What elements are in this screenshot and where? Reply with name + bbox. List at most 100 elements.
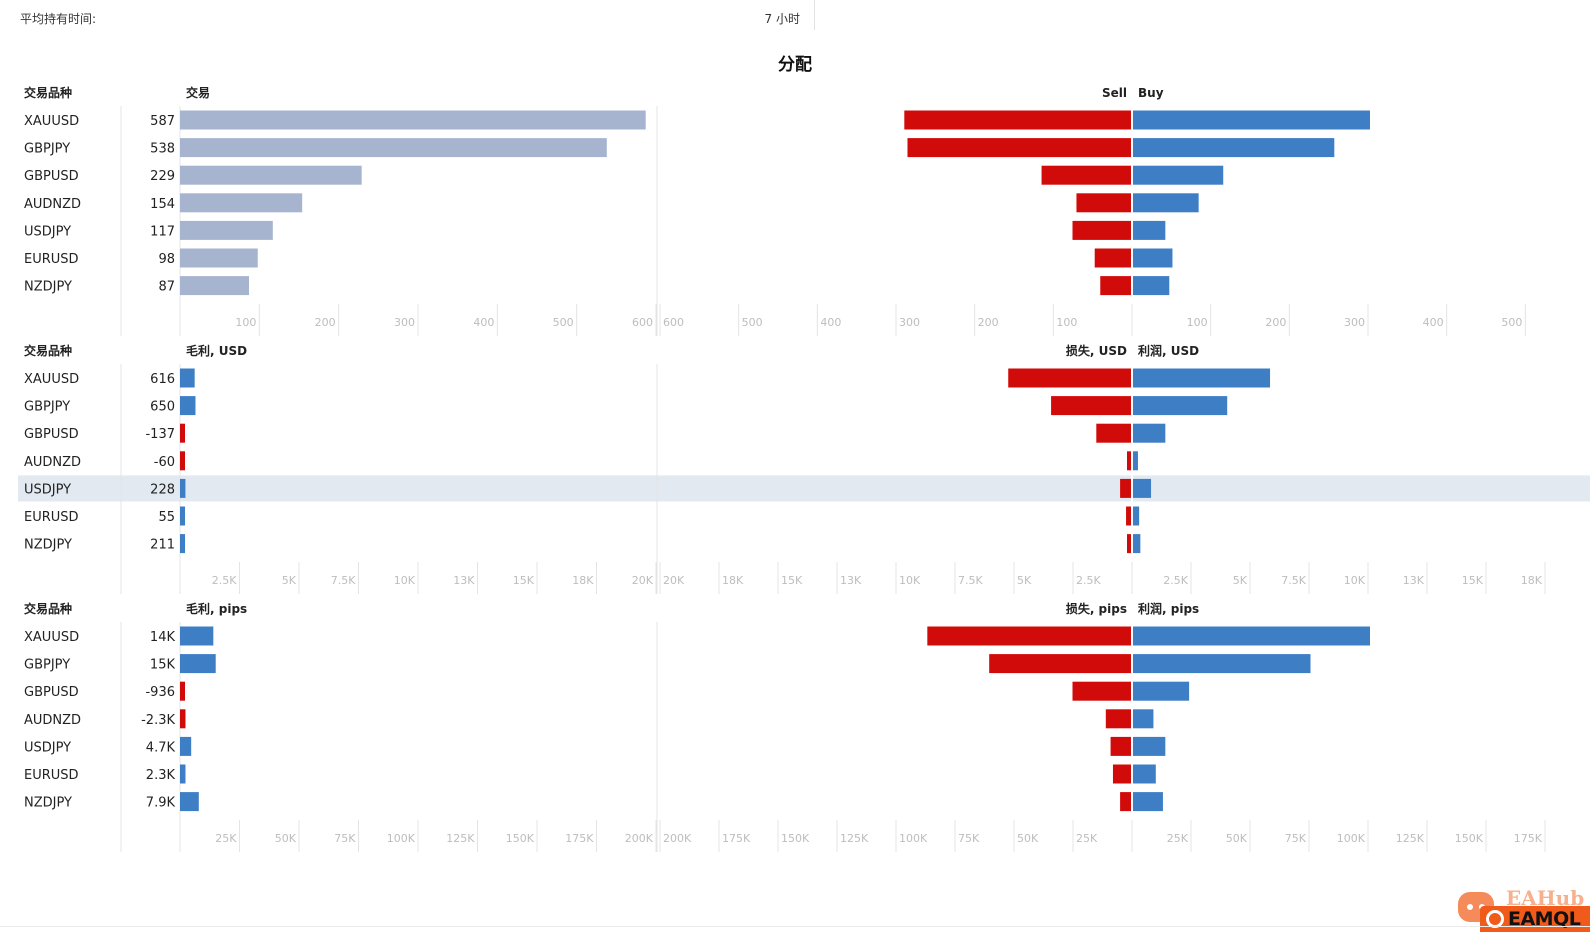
buy-bar bbox=[1132, 792, 1163, 812]
tick-label: 25K bbox=[1167, 832, 1189, 845]
symbol-label: EURUSD bbox=[24, 510, 79, 525]
sell-bar bbox=[927, 626, 1132, 646]
total-bar bbox=[180, 506, 185, 526]
tick-label: 75K bbox=[1285, 832, 1307, 845]
total-bar bbox=[180, 110, 646, 130]
tick-label: 20K bbox=[663, 574, 685, 587]
left-chart-header: 毛利, USD bbox=[186, 343, 247, 358]
value-label: -60 bbox=[154, 455, 175, 470]
tick-label: 175K bbox=[1514, 832, 1543, 845]
buy-bar bbox=[1132, 626, 1370, 646]
sell-bar bbox=[907, 138, 1132, 158]
value-label: 538 bbox=[150, 142, 175, 157]
tick-label: 400 bbox=[473, 316, 494, 329]
tick-label: 7.5K bbox=[331, 574, 356, 587]
value-label: 229 bbox=[150, 169, 175, 184]
buy-bar bbox=[1132, 709, 1154, 729]
tick-label: 300 bbox=[1344, 316, 1365, 329]
tick-label: 13K bbox=[453, 574, 475, 587]
symbol-label: XAUUSD bbox=[24, 372, 79, 387]
buy-bar bbox=[1132, 138, 1335, 158]
tick-label: 100 bbox=[1056, 316, 1077, 329]
tick-label: 200 bbox=[978, 316, 999, 329]
value-label: 616 bbox=[150, 372, 175, 387]
tick-label: 300 bbox=[394, 316, 415, 329]
total-bar bbox=[180, 220, 273, 240]
buy-bar bbox=[1132, 478, 1152, 498]
buy-bar bbox=[1132, 506, 1140, 526]
tick-label: 400 bbox=[1423, 316, 1444, 329]
tick-label: 200 bbox=[1265, 316, 1286, 329]
tick-label: 100K bbox=[899, 832, 928, 845]
symbol-label: EURUSD bbox=[24, 252, 79, 267]
tick-label: 5K bbox=[1233, 574, 1248, 587]
total-bar bbox=[180, 654, 216, 674]
buy-bar bbox=[1132, 248, 1173, 268]
tick-label: 150K bbox=[1455, 832, 1484, 845]
highlighted-row bbox=[18, 475, 1590, 502]
symbol-label: EURUSD bbox=[24, 768, 79, 783]
sell-bar bbox=[1076, 193, 1132, 213]
total-bar bbox=[180, 534, 186, 554]
tick-label: 18K bbox=[572, 574, 594, 587]
total-bar bbox=[180, 396, 196, 416]
tick-label: 13K bbox=[1403, 574, 1425, 587]
value-label: 15K bbox=[150, 658, 176, 673]
buy-bar bbox=[1132, 193, 1199, 213]
buy-bar bbox=[1132, 220, 1166, 240]
buy-bar bbox=[1132, 110, 1370, 130]
total-bar bbox=[180, 276, 250, 296]
buy-bar bbox=[1132, 654, 1311, 674]
tick-label: 125K bbox=[1396, 832, 1425, 845]
tick-label: 10K bbox=[394, 574, 416, 587]
tick-label: 15K bbox=[781, 574, 803, 587]
tick-label: 175K bbox=[565, 832, 594, 845]
value-label: 87 bbox=[158, 280, 175, 295]
symbol-column-header: 交易品种 bbox=[24, 85, 72, 100]
profit-header: 利润, USD bbox=[1138, 343, 1199, 358]
value-label: 211 bbox=[150, 538, 175, 553]
page-title: 分配 bbox=[778, 55, 812, 75]
sell-bar bbox=[1072, 681, 1132, 701]
tick-label: 100 bbox=[1187, 316, 1208, 329]
value-label: 154 bbox=[150, 197, 175, 212]
value-label: -936 bbox=[145, 685, 175, 700]
value-label: 7.9K bbox=[146, 796, 176, 811]
tick-label: 50K bbox=[1226, 832, 1248, 845]
symbol-label: GBPJPY bbox=[24, 142, 70, 157]
tick-label: 20K bbox=[632, 574, 654, 587]
value-label: 650 bbox=[150, 400, 175, 415]
sell-bar bbox=[1041, 165, 1132, 185]
tick-label: 500 bbox=[742, 316, 763, 329]
avg-hold-label: 平均持有时间: bbox=[20, 12, 97, 26]
buy-bar bbox=[1132, 396, 1228, 416]
tick-label: 125K bbox=[446, 832, 475, 845]
total-bar bbox=[180, 451, 185, 471]
profit-header: 利润, pips bbox=[1138, 601, 1199, 616]
total-bar bbox=[180, 193, 303, 213]
buy-bar bbox=[1132, 451, 1138, 471]
sell-bar bbox=[1112, 764, 1132, 784]
value-label: -137 bbox=[145, 427, 175, 442]
tick-label: 10K bbox=[899, 574, 921, 587]
tick-label: 13K bbox=[840, 574, 862, 587]
tick-label: 25K bbox=[215, 832, 237, 845]
total-bar bbox=[180, 681, 185, 701]
buy-bar bbox=[1132, 681, 1190, 701]
tick-label: 100K bbox=[387, 832, 416, 845]
profit-header: Buy bbox=[1138, 86, 1164, 100]
tick-label: 75K bbox=[334, 832, 356, 845]
tick-label: 50K bbox=[275, 832, 297, 845]
buy-bar bbox=[1132, 368, 1271, 388]
symbol-label: GBPUSD bbox=[24, 685, 79, 700]
sell-bar bbox=[1094, 248, 1132, 268]
tick-label: 150K bbox=[781, 832, 810, 845]
symbol-label: NZDJPY bbox=[24, 280, 72, 295]
value-label: 4.7K bbox=[146, 740, 176, 755]
symbol-label: GBPUSD bbox=[24, 427, 79, 442]
tick-label: 5K bbox=[1017, 574, 1032, 587]
total-bar bbox=[180, 138, 607, 158]
total-bar bbox=[180, 792, 199, 812]
tick-label: 300 bbox=[899, 316, 920, 329]
